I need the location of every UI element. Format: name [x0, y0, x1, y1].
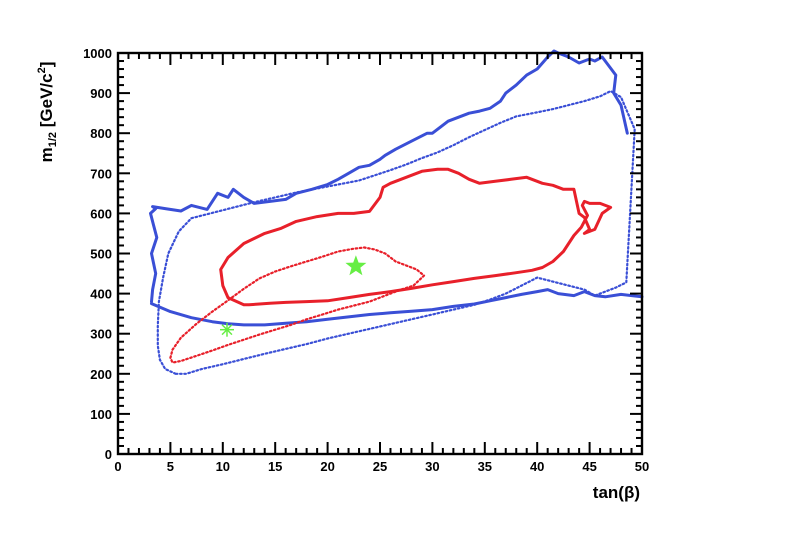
x-tick-label: 35: [478, 459, 492, 474]
y-tick-label: 900: [90, 86, 112, 101]
x-tick-label: 40: [530, 459, 544, 474]
x-tick-label: 45: [582, 459, 596, 474]
x-tick-label: 5: [167, 459, 174, 474]
x-tick-label: 25: [373, 459, 387, 474]
y-tick-label: 1000: [83, 46, 112, 61]
y-tick-label: 500: [90, 247, 112, 262]
x-tick-label: 10: [216, 459, 230, 474]
x-tick-label: 50: [635, 459, 649, 474]
x-tick-label: 0: [114, 459, 121, 474]
y-tick-label: 700: [90, 166, 112, 181]
y-tick-label: 800: [90, 126, 112, 141]
y-tick-label: 100: [90, 407, 112, 422]
y-tick-label: 300: [90, 327, 112, 342]
y-axis-title-symbol: m: [37, 147, 56, 162]
x-tick-label: 20: [320, 459, 334, 474]
x-axis-title: tan(β): [593, 483, 640, 502]
asterisk-marker: [219, 322, 234, 337]
asterisk-stroke: [221, 324, 233, 336]
x-tick-label: 15: [268, 459, 282, 474]
svg-text:m1/2 [GeV/c2]: m1/2 [GeV/c2]: [36, 62, 59, 163]
contour-line-5: [169, 246, 426, 364]
best-fit-star-marker: [345, 255, 367, 276]
y-axis-title-subscript: 1/2: [47, 132, 59, 147]
contour-line-4: [219, 167, 613, 307]
y-tick-label: 0: [105, 447, 112, 462]
y-tick-label: 200: [90, 367, 112, 382]
y-tick-label: 600: [90, 206, 112, 221]
contour-line-2: [150, 288, 644, 327]
contour-line-3: [156, 89, 636, 375]
x-tick-label: 30: [425, 459, 439, 474]
y-axis-title: m1/2 [GeV/c2]: [36, 62, 59, 163]
y-axis-title-units: [GeV/c: [37, 73, 56, 132]
axes: 0 5 10 15 20 25 30 35 40 45 5001002003004005006007…: [83, 46, 649, 474]
y-axis-title-close: ]: [37, 62, 56, 68]
y-tick-label: 400: [90, 287, 112, 302]
y-axis-title-superscript: 2: [36, 67, 48, 73]
